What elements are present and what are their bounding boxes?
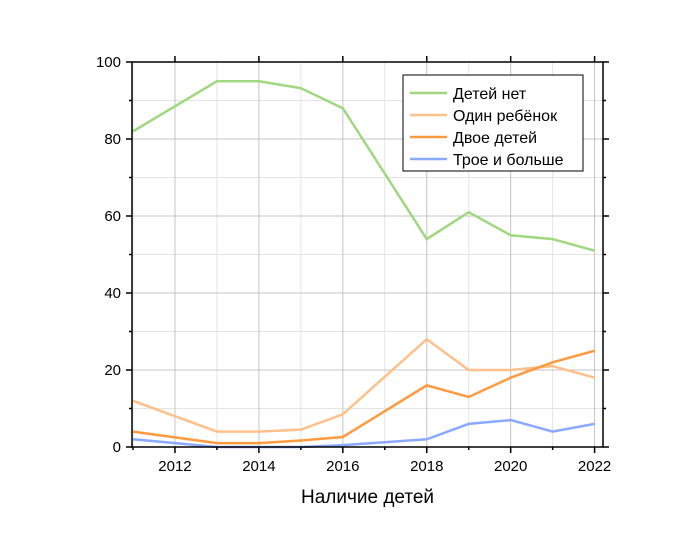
y-tick-label: 60 [104, 208, 121, 225]
x-axis-label: Наличие детей [301, 487, 434, 508]
y-tick-label: 0 [113, 439, 121, 456]
x-tick-label: 2022 [578, 458, 611, 475]
y-tick-label: 80 [104, 131, 121, 148]
x-tick-label: 2012 [158, 458, 191, 475]
y-tick-label: 100 [96, 54, 121, 71]
series-line-1 [132, 337, 595, 433]
x-tick-label: 2014 [242, 458, 275, 475]
y-tick-label: 40 [104, 285, 121, 302]
legend-label-3: Трое и больше [453, 152, 564, 169]
y-tick-label: 20 [104, 362, 121, 379]
legend-label-1: Один ребёнок [453, 108, 558, 125]
x-tick-label: 2018 [410, 458, 443, 475]
series-line-2 [132, 349, 595, 445]
legend-box [402, 74, 584, 172]
legend-label-2: Двое детей [453, 130, 537, 147]
x-tick-label: 2016 [326, 458, 359, 475]
legend-label-0: Детей нет [453, 86, 527, 103]
x-tick-label: 2020 [494, 458, 527, 475]
series-line-0 [132, 80, 595, 252]
